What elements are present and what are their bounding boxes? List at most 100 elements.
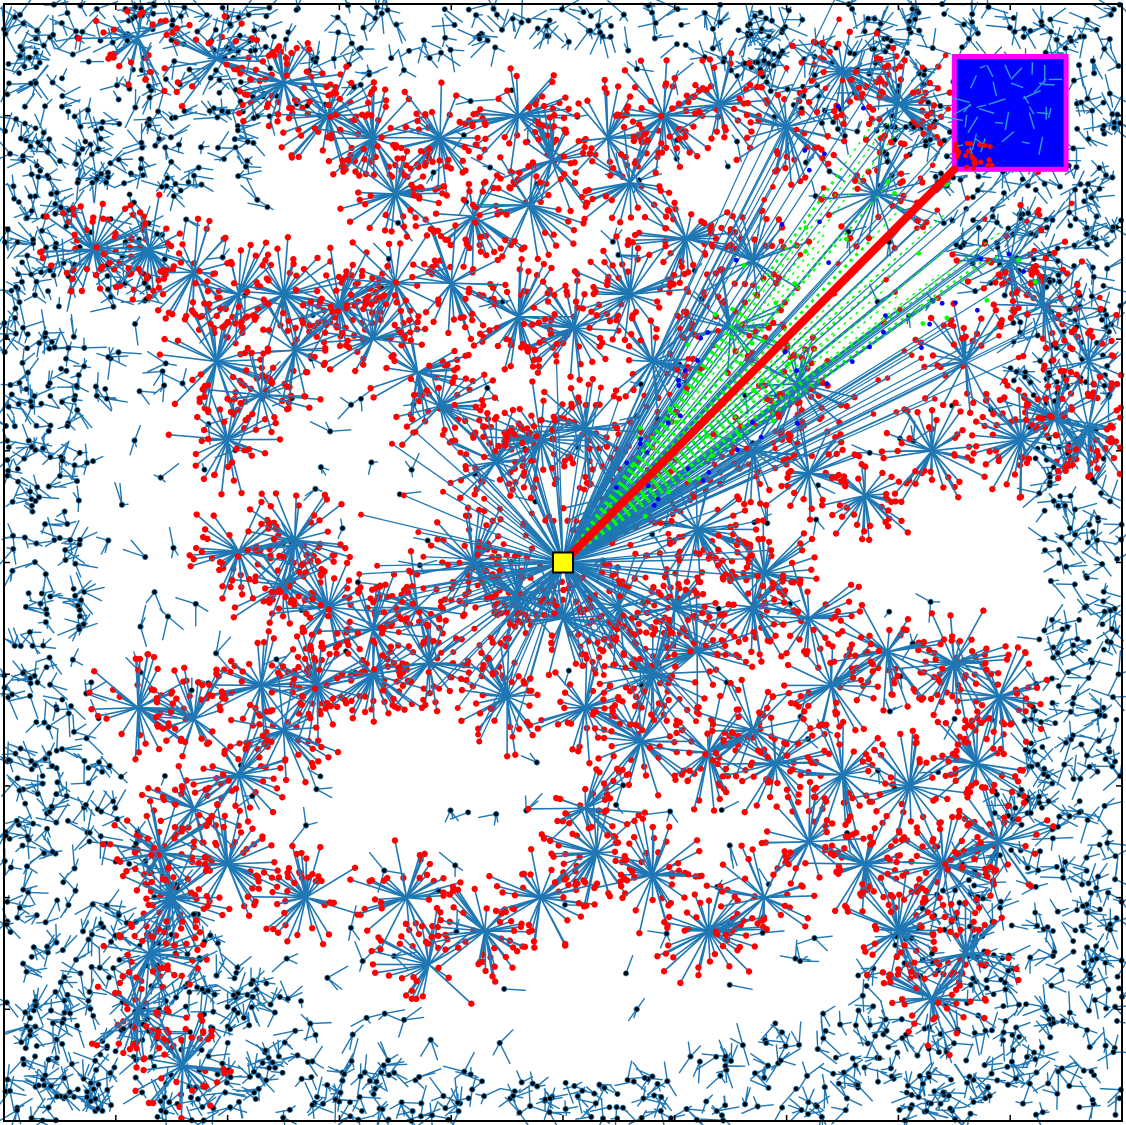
sample-link bbox=[958, 902, 975, 915]
sample-link bbox=[1090, 688, 1114, 698]
sample-link bbox=[697, 1060, 701, 1084]
sample-link bbox=[1101, 610, 1122, 625]
sample-link bbox=[932, 1068, 952, 1081]
sample-link bbox=[899, 416, 911, 440]
sample-link bbox=[76, 1025, 85, 1048]
sample-link bbox=[984, 988, 1007, 996]
sample-link bbox=[52, 257, 59, 277]
sample-link bbox=[589, 1106, 611, 1113]
sample-link bbox=[1018, 377, 1035, 396]
sample-link bbox=[287, 985, 303, 1000]
sample-link bbox=[134, 323, 139, 346]
sample-link bbox=[1083, 125, 1105, 130]
sample-link bbox=[1087, 659, 1101, 679]
sample-link bbox=[338, 1101, 351, 1121]
sample-link bbox=[373, 242, 390, 260]
sample-link bbox=[1107, 1089, 1122, 1104]
sample-link bbox=[97, 791, 108, 810]
sample-link bbox=[6, 440, 31, 446]
sample-link bbox=[1069, 11, 1088, 21]
sample-link bbox=[903, 1119, 906, 1125]
sample-link bbox=[263, 21, 283, 30]
sample-link bbox=[304, 1082, 316, 1104]
sample-link bbox=[311, 1104, 334, 1114]
sample-link bbox=[749, 1064, 769, 1080]
sample-link bbox=[1109, 46, 1120, 67]
sample-link bbox=[58, 872, 77, 892]
sample-link bbox=[1049, 7, 1067, 21]
sample-link bbox=[980, 1029, 987, 1055]
sample-link bbox=[1091, 286, 1113, 298]
sample-link bbox=[17, 403, 32, 425]
sample-link bbox=[1102, 341, 1119, 357]
sample-link bbox=[2, 288, 21, 303]
sample-link bbox=[1054, 652, 1074, 661]
sample-link bbox=[1030, 481, 1051, 487]
sample-link bbox=[73, 731, 97, 739]
sample-link bbox=[626, 1060, 633, 1081]
sample-link bbox=[77, 1072, 100, 1086]
sample-link bbox=[545, 25, 565, 43]
sample-link bbox=[490, 46, 496, 67]
sample-link bbox=[977, 1077, 998, 1082]
sample-link bbox=[118, 907, 137, 917]
sample-link bbox=[35, 281, 46, 299]
sample-link bbox=[105, 1069, 108, 1091]
sample-link bbox=[470, 39, 489, 59]
sample-link bbox=[40, 402, 60, 409]
sample-link bbox=[996, 340, 1015, 354]
sample-link bbox=[247, 202, 269, 208]
sample-link bbox=[196, 14, 213, 33]
sample-link bbox=[798, 1021, 802, 1046]
sample-link bbox=[216, 996, 237, 1005]
sample-link bbox=[1091, 109, 1094, 132]
sample-link bbox=[645, 810, 671, 816]
sample-link bbox=[153, 1079, 166, 1098]
sample-link bbox=[601, 35, 609, 59]
sample-link bbox=[12, 57, 29, 75]
sample-link bbox=[18, 201, 31, 219]
sample-link bbox=[0, 229, 9, 243]
sample-link bbox=[147, 362, 167, 373]
sample-link bbox=[574, 30, 590, 51]
sample-link bbox=[257, 1074, 275, 1093]
sample-link bbox=[729, 984, 753, 991]
sample-link bbox=[492, 0, 498, 10]
sample-link bbox=[83, 346, 108, 349]
sample-link bbox=[30, 1097, 46, 1119]
sample-link bbox=[22, 870, 33, 891]
sample-link bbox=[843, 1071, 862, 1084]
sample-link bbox=[720, 800, 740, 811]
sample-link bbox=[190, 1096, 203, 1117]
sample-link bbox=[470, 156, 491, 169]
sample-link bbox=[963, 1075, 971, 1099]
sample-link bbox=[13, 210, 33, 219]
sample-link bbox=[1023, 720, 1037, 743]
sample-link bbox=[42, 695, 63, 701]
sample-link bbox=[1090, 2, 1112, 16]
sample-link bbox=[43, 999, 66, 1006]
sample-link bbox=[0, 322, 17, 335]
sample-link bbox=[187, 991, 191, 1013]
sample-link bbox=[469, 98, 495, 102]
sample-link bbox=[868, 283, 879, 303]
sample-link bbox=[21, 261, 37, 282]
sample-link bbox=[79, 972, 85, 997]
sample-link bbox=[6, 241, 19, 259]
sample-link bbox=[350, 905, 357, 929]
sample-link bbox=[6, 901, 31, 908]
sample-link bbox=[302, 806, 307, 827]
sample-link bbox=[3, 570, 14, 589]
sample-link bbox=[240, 184, 258, 201]
sample-link bbox=[207, 1106, 231, 1114]
sample-link bbox=[309, 1021, 332, 1025]
sample-link bbox=[1078, 1104, 1101, 1108]
sample-link bbox=[1002, 1039, 1006, 1062]
sample-link bbox=[1031, 710, 1036, 733]
sample-link bbox=[151, 118, 160, 140]
sample-link bbox=[397, 48, 405, 71]
sample-link bbox=[29, 1029, 45, 1048]
sample-link bbox=[660, 43, 678, 59]
sample-link bbox=[829, 1080, 848, 1100]
